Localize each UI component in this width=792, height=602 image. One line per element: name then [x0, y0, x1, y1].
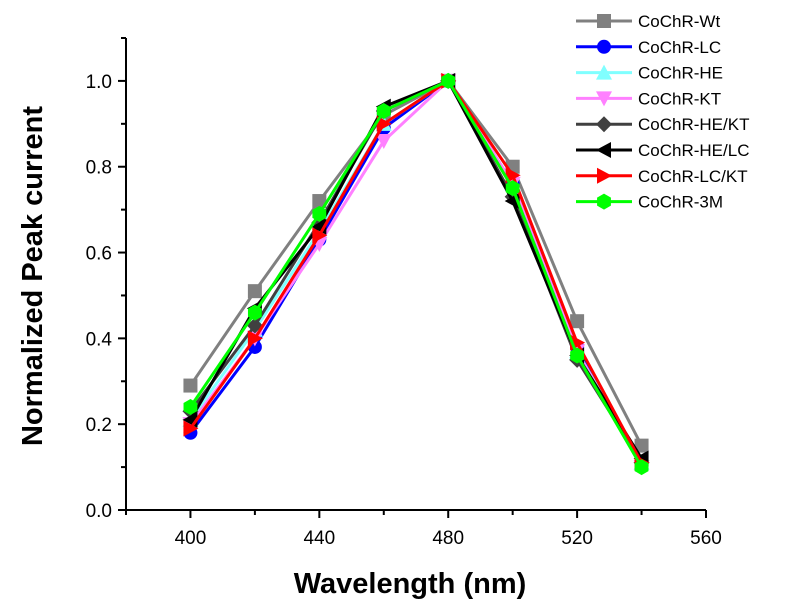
legend-item-cochr-he: CoChR-HE: [576, 64, 723, 83]
y-tick-label: 0.6: [86, 244, 112, 265]
y-tick-label: 0.8: [86, 158, 112, 179]
data-point: [634, 438, 649, 453]
series-line: [189, 79, 643, 460]
data-point: [570, 314, 585, 329]
series-cochr-he-kt: [182, 72, 650, 471]
axes: 400 440 480 520 560 0.0 0.2 0.4 0.6 0.8 1.0: [86, 37, 722, 549]
x-tick-label: 440: [303, 528, 335, 549]
y-axis-title: Normalized Peak current: [17, 106, 49, 446]
legend-label: CoChR-LC/KT: [638, 167, 748, 186]
data-point: [312, 194, 327, 209]
data-point: [376, 115, 392, 132]
data-point: [247, 284, 262, 299]
legend: CoChR-Wt CoChR-LC CoChR-HE CoChR-KT CoChR-HE…: [576, 12, 749, 212]
data-point: [570, 347, 585, 364]
data-point: [247, 330, 263, 347]
series-line: [189, 78, 643, 468]
series-cochr-he: [182, 72, 650, 470]
data-point: [375, 133, 392, 149]
series-cochr-lc: [183, 73, 649, 470]
data-point: [312, 227, 328, 244]
series-layer: [182, 72, 650, 476]
legend-marker: [596, 64, 612, 80]
data-point: [183, 420, 199, 437]
data-point: [183, 378, 198, 393]
data-point: [505, 167, 521, 184]
x-tick-label: 400: [175, 528, 207, 549]
legend-label: CoChR-HE: [638, 64, 723, 83]
legend-item-cochr-lc-kt: CoChR-LC/KT: [576, 167, 748, 186]
series-cochr-kt: [182, 73, 650, 476]
legend-label: CoChR-KT: [638, 89, 721, 108]
legend-item-cochr-he-lc: CoChR-HE/LC: [576, 141, 749, 160]
series-line: [189, 78, 643, 464]
series-line: [189, 78, 643, 464]
series-line: [189, 78, 643, 464]
legend-marker: [597, 14, 611, 28]
series-line: [189, 78, 643, 468]
legend-marker: [596, 142, 611, 158]
legend-label: CoChR-LC: [638, 38, 721, 57]
y-tick-label: 1.0: [86, 72, 112, 93]
data-point: [312, 205, 327, 222]
legend-label: CoChR-HE/KT: [638, 115, 749, 134]
legend-marker: [596, 116, 612, 133]
legend-marker: [597, 193, 611, 210]
series-cochr-wt: [183, 73, 649, 453]
legend-item-cochr-3m: CoChR-3M: [576, 193, 723, 212]
series-line: [189, 78, 643, 464]
data-point: [634, 459, 649, 476]
y-tick-label: 0.2: [86, 415, 112, 436]
legend-marker: [596, 91, 612, 107]
x-tick-label: 560: [690, 528, 722, 549]
x-tick-label: 480: [432, 528, 464, 549]
legend-item-cochr-he-kt: CoChR-HE/KT: [576, 115, 749, 134]
series-cochr-3m: [183, 72, 649, 476]
series-cochr-lc-kt: [183, 72, 650, 471]
legend-marker: [597, 167, 612, 184]
legend-marker: [597, 39, 611, 54]
x-tick-label: 520: [561, 528, 593, 549]
data-point: [376, 102, 391, 119]
series-line: [189, 78, 643, 447]
data-point: [183, 399, 198, 416]
data-point: [441, 72, 456, 89]
y-tick-label: 0.0: [86, 501, 112, 522]
data-point: [247, 304, 262, 321]
legend-label: CoChR-3M: [638, 193, 723, 212]
legend-label: CoChR-HE/LC: [638, 141, 749, 160]
legend-item-cochr-wt: CoChR-Wt: [576, 12, 720, 31]
legend-item-cochr-lc: CoChR-LC: [576, 38, 721, 57]
legend-item-cochr-kt: CoChR-KT: [576, 89, 721, 108]
legend-label: CoChR-Wt: [638, 12, 720, 31]
x-axis-title: Wavelength (nm): [294, 568, 527, 600]
data-point: [505, 180, 520, 197]
y-tick-label: 0.4: [86, 329, 113, 350]
series-cochr-he-lc: [182, 72, 649, 467]
